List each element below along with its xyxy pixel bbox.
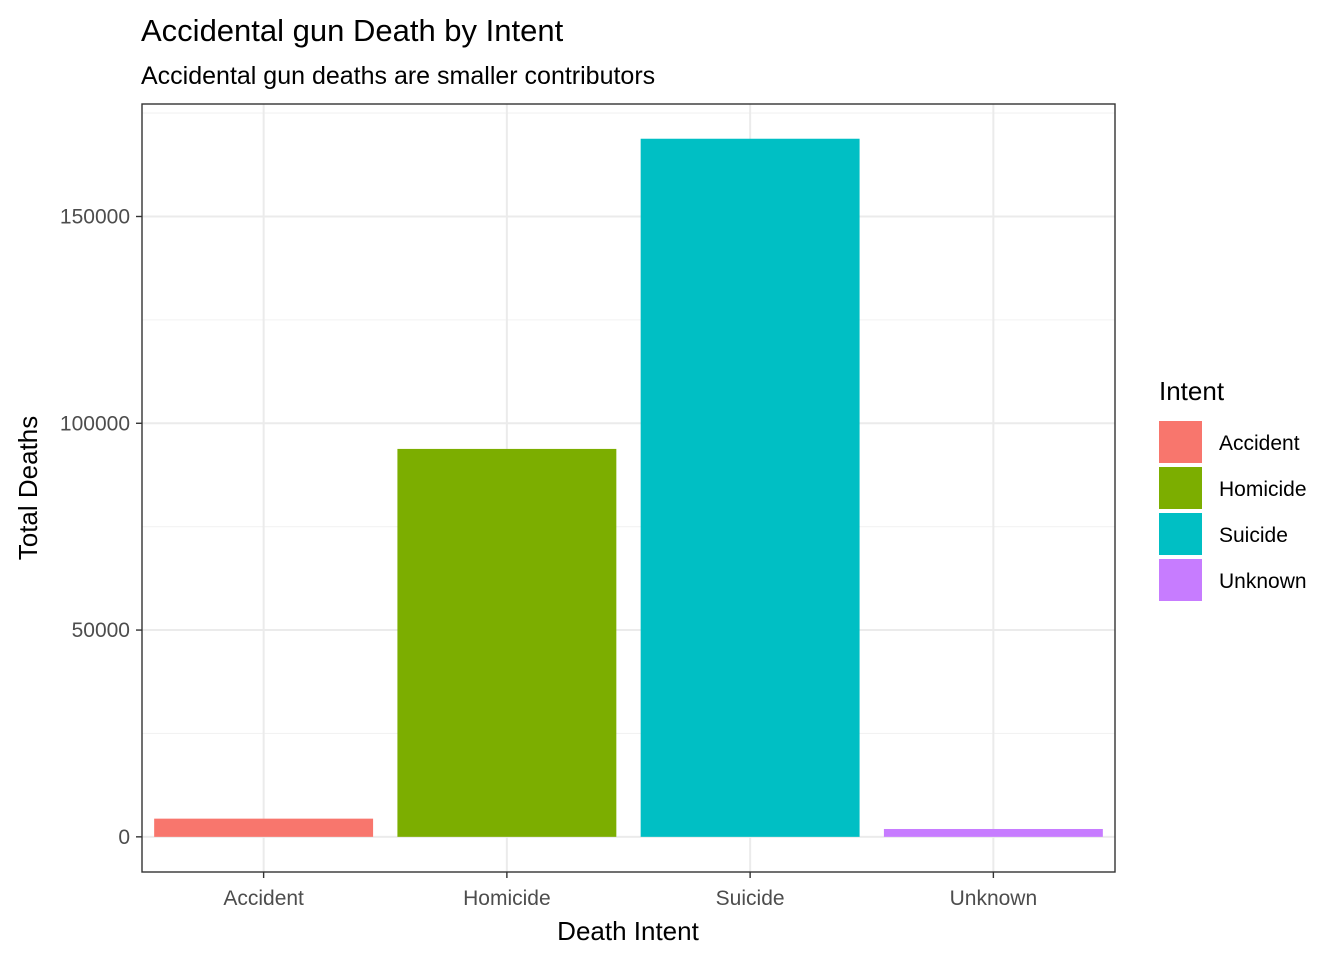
legend-label: Suicide <box>1219 524 1288 547</box>
panel-border <box>141 103 1116 873</box>
legend-label: Accident <box>1219 432 1300 455</box>
x-tick-label: Suicide <box>716 887 785 910</box>
x-tick-label: Accident <box>223 887 304 910</box>
bar-suicide <box>640 138 860 837</box>
y-axis-title: Total Deaths <box>13 416 43 561</box>
y-tick-label: 100000 <box>60 412 130 435</box>
legend-key-accident <box>1159 421 1202 463</box>
y-tick-label: 0 <box>118 826 130 849</box>
legend-label: Homicide <box>1219 478 1307 501</box>
bar-homicide <box>397 448 617 837</box>
chart-title: Accidental gun Death by Intent <box>141 13 564 48</box>
legend-title: Intent <box>1159 376 1225 406</box>
panel-background <box>142 104 1115 872</box>
plot-panel <box>141 103 1116 873</box>
y-axis: 0 50000 100000 150000 <box>60 205 142 849</box>
legend-key-suicide <box>1159 513 1202 555</box>
legend-label: Unknown <box>1219 570 1307 593</box>
x-tick-label: Homicide <box>463 887 551 910</box>
bars <box>154 138 1103 837</box>
y-tick-label: 50000 <box>72 619 130 642</box>
legend-key-homicide <box>1159 467 1202 509</box>
bar-accident <box>154 818 374 837</box>
x-axis: Accident Homicide Suicide Unknown <box>223 872 1037 910</box>
legend-key-unknown <box>1159 559 1202 601</box>
x-axis-title: Death Intent <box>557 916 699 946</box>
x-tick-label: Unknown <box>950 887 1038 910</box>
chart-subtitle: Accidental gun deaths are smaller contri… <box>141 62 655 90</box>
bar-unknown <box>883 828 1103 837</box>
y-tick-label: 150000 <box>60 205 130 228</box>
legend: Intent Accident Homicide Suicide Unknown <box>1159 376 1307 601</box>
